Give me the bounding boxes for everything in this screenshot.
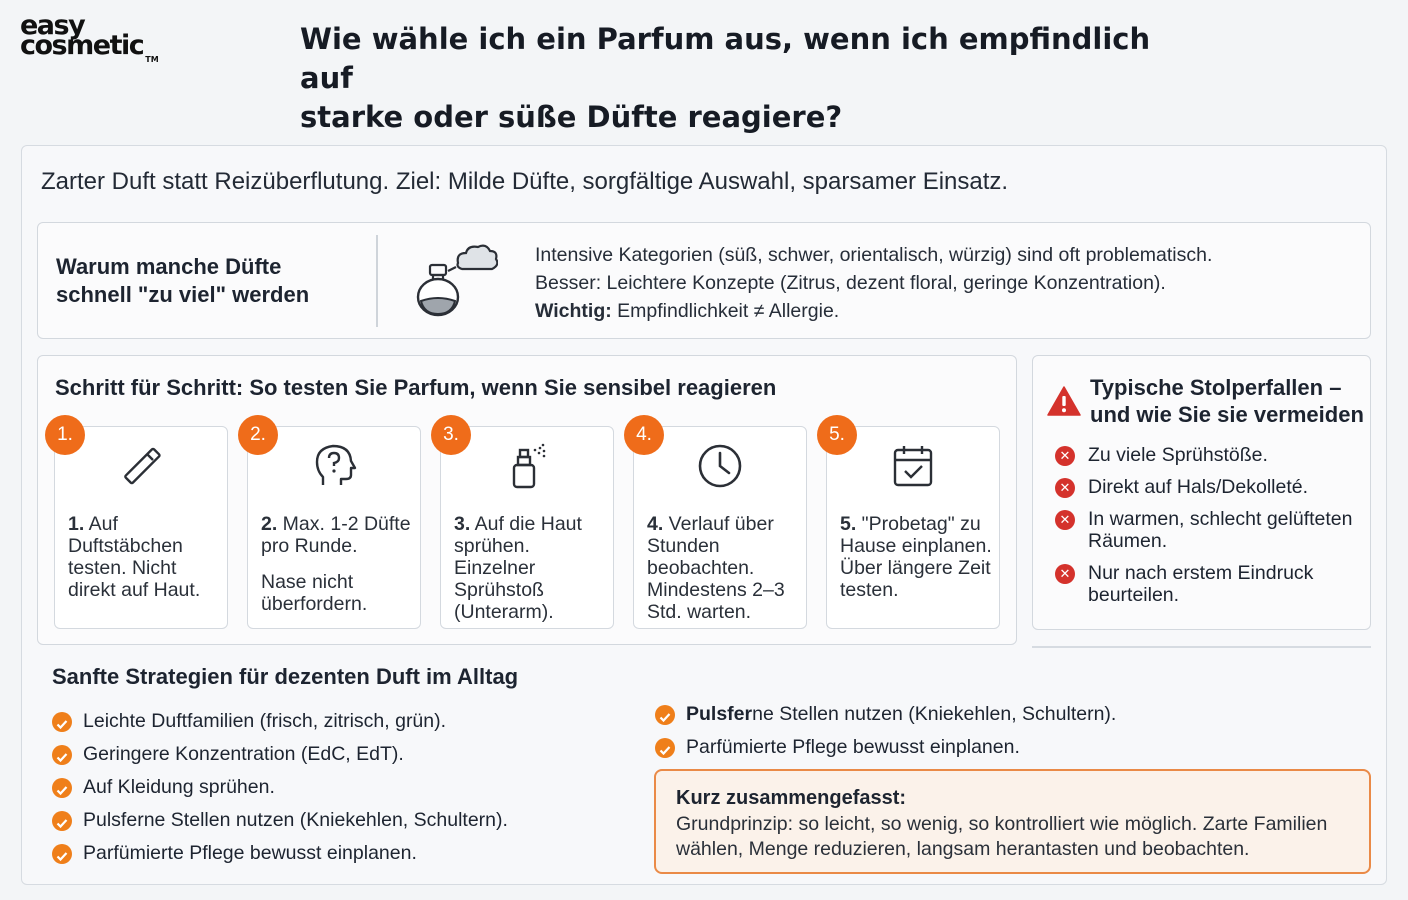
- divider: [376, 235, 378, 327]
- step-card-4: 4. 4. Verlauf über Stunden beobachten. M…: [624, 415, 807, 629]
- page-title: Wie wähle ich ein Parfum aus, wenn ich e…: [300, 20, 1200, 137]
- pitfalls-heading: Typische Stolperfallen – und wie Sie sie…: [1090, 375, 1364, 427]
- step-badge: 4.: [624, 415, 664, 455]
- check-circle-icon: [655, 705, 675, 725]
- step-text-2: 2. Max. 1-2 Düfte pro Runde. Nase nicht ü…: [261, 513, 411, 615]
- list-item: Leichte Duftfamilien (frisch, zitrisch, …: [52, 705, 508, 738]
- pitfalls-box: Typische Stolperfallen – und wie Sie sie…: [1032, 355, 1371, 630]
- x-circle-icon: ✕: [1055, 564, 1075, 584]
- list-item: Pulsferne Stellen nutzen (Kniekehlen, Sc…: [655, 698, 1116, 731]
- warning-triangle-icon: [1047, 386, 1081, 421]
- summary-box: Kurz zusammengefasst: Grundprinzip: so l…: [654, 769, 1371, 874]
- check-circle-icon: [52, 844, 72, 864]
- test-strip-icon: [116, 441, 166, 496]
- strategies-list-right: Pulsferne Stellen nutzen (Kniekehlen, Sc…: [655, 698, 1116, 764]
- list-item: Pulsferne Stellen nutzen (Kniekehlen, Sc…: [52, 804, 508, 837]
- divider: [1032, 646, 1371, 648]
- perfume-bottle-cloud-icon: [416, 243, 499, 324]
- check-circle-icon: [655, 738, 675, 758]
- x-circle-icon: ✕: [1055, 446, 1075, 466]
- spray-bottle-icon: [502, 441, 552, 496]
- why-line-2: Besser: Leichtere Konzepte (Zitrus, deze…: [535, 272, 1166, 294]
- check-circle-icon: [52, 712, 72, 732]
- check-circle-icon: [52, 778, 72, 798]
- logo-line1: easy: [20, 10, 86, 41]
- list-item: ✕ Direkt auf Hals/Dekolleté.: [1055, 476, 1355, 498]
- step-card-5: 5. 5. "Probetag" zu Hause einplanen. Übe…: [817, 415, 1000, 629]
- step-badge: 3.: [431, 415, 471, 455]
- step-text-4: 4. Verlauf über Stunden beobachten. Mind…: [647, 513, 785, 623]
- logo-line2: cosmetic TM: [20, 30, 159, 64]
- clock-icon: [695, 441, 745, 496]
- list-item: Auf Kleidung sprühen.: [52, 771, 508, 804]
- list-item: Parfümierte Pflege bewusst einplanen.: [655, 731, 1116, 764]
- summary-title: Kurz zusammengefasst:: [676, 787, 907, 809]
- list-item: ✕ Zu viele Sprühstöße.: [1055, 444, 1355, 466]
- why-line-1: Intensive Kategorien (süß, schwer, orien…: [535, 244, 1213, 266]
- step-text-1: 1. Auf Duftstäbchen testen. Nicht direkt…: [68, 513, 201, 601]
- head-question-icon: [309, 441, 359, 496]
- brand-logo: easy cosmetic TM: [20, 10, 159, 64]
- pitfalls-list: ✕ Zu viele Sprühstöße. ✕ Direkt auf Hals/D…: [1055, 444, 1355, 616]
- list-item: Parfümierte Pflege bewusst einplanen.: [52, 837, 508, 870]
- list-item: Geringere Konzentration (EdC, EdT).: [52, 738, 508, 771]
- summary-text: Grundprinzip: so leicht, so wenig, so ko…: [676, 813, 1328, 860]
- page-title-line1: Wie wähle ich ein Parfum aus, wenn ich e…: [300, 22, 1151, 95]
- why-heading: Warum manche Düfte schnell "zu viel" wer…: [56, 254, 310, 307]
- step-card-1: 1. 1. Auf Duftstäbchen testen. Nicht dir…: [45, 415, 228, 629]
- strategies-list-left: Leichte Duftfamilien (frisch, zitrisch, …: [52, 705, 508, 870]
- step-badge: 5.: [817, 415, 857, 455]
- check-circle-icon: [52, 745, 72, 765]
- x-circle-icon: ✕: [1055, 510, 1075, 530]
- why-explanation: Intensive Kategorien (süß, schwer, orien…: [535, 241, 1212, 325]
- step-text-5: 5. "Probetag" zu Hause einplanen. Über l…: [840, 513, 992, 601]
- list-item: ✕ In warmen, schlecht gelüfteten Räumen.: [1055, 508, 1355, 552]
- x-circle-icon: ✕: [1055, 478, 1075, 498]
- calendar-check-icon: [888, 441, 938, 496]
- why-box: Warum manche Düfte schnell "zu viel" wer…: [37, 222, 1371, 339]
- step-badge: 1.: [45, 415, 85, 455]
- check-circle-icon: [52, 811, 72, 831]
- step-card-2: 2. 2. Max. 1-2 Düfte pro Runde. Nase nich…: [238, 415, 421, 629]
- steps-heading: Schritt für Schritt: So testen Sie Parfu…: [55, 375, 777, 400]
- step-text-3: 3. Auf die Haut sprühen. Einzelner Sprüh…: [454, 513, 582, 623]
- step-badge: 2.: [238, 415, 278, 455]
- list-item: ✕ Nur nach erstem Eindruck beurteilen.: [1055, 562, 1355, 606]
- strategies-heading: Sanfte Strategien für dezenten Duft im A…: [52, 664, 519, 689]
- page-title-line2: starke oder süße Düfte reagiere?: [300, 100, 843, 134]
- steps-box: Schritt für Schritt: So testen Sie Parfu…: [37, 355, 1017, 645]
- why-line-3: Wichtig: Empfindlichkeit ≠ Allergie.: [535, 300, 840, 322]
- subtitle: Zarter Duft statt Reizüberflutung. Ziel:…: [41, 168, 1009, 195]
- step-card-3: 3. 3. Auf die Haut sprühen. Einzelner Sp…: [431, 415, 614, 629]
